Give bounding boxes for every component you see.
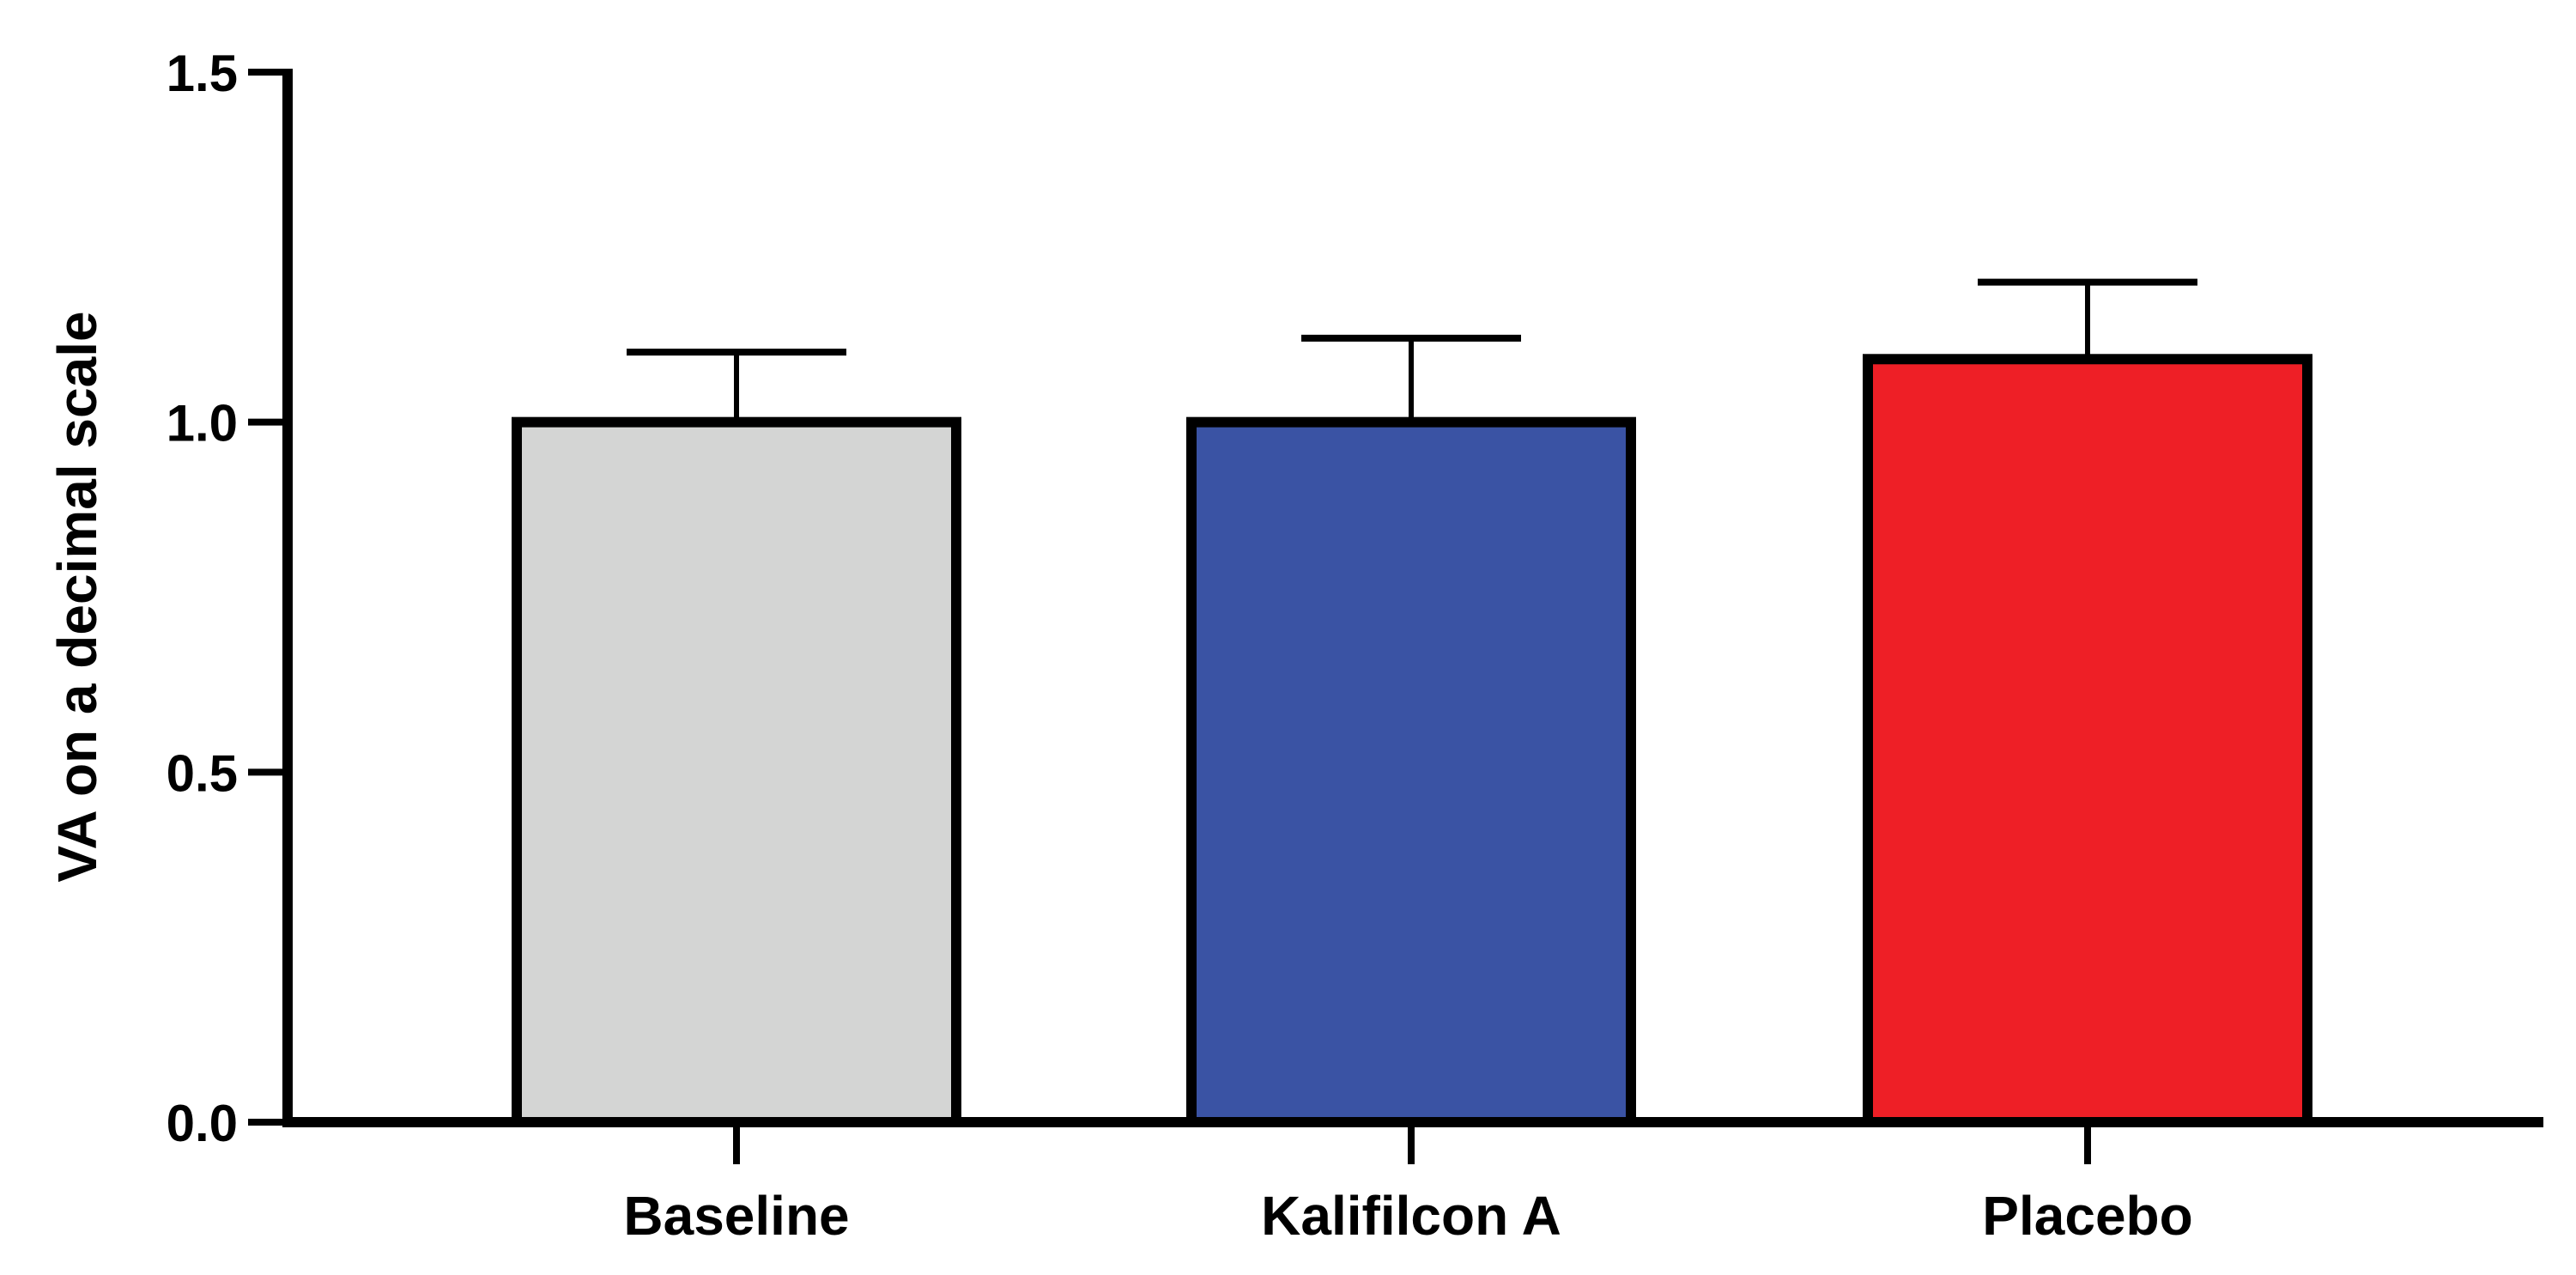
y-tick-label: 0.0 [167, 1095, 238, 1152]
x-tick-label: Placebo [1982, 1185, 2192, 1247]
x-tick-label: Kalifilcon A [1261, 1185, 1561, 1247]
y-tick-label: 0.5 [167, 744, 238, 802]
bar-kalifilcon-a [1186, 416, 1636, 1127]
bar-placebo [1863, 354, 2312, 1127]
y-tick-label: 1.0 [167, 395, 238, 452]
y-tick-label: 1.5 [167, 45, 238, 102]
y-axis-label: VA on a decimal scale [46, 311, 108, 882]
x-tick-label: Baseline [623, 1185, 849, 1247]
bar-baseline [512, 416, 961, 1127]
